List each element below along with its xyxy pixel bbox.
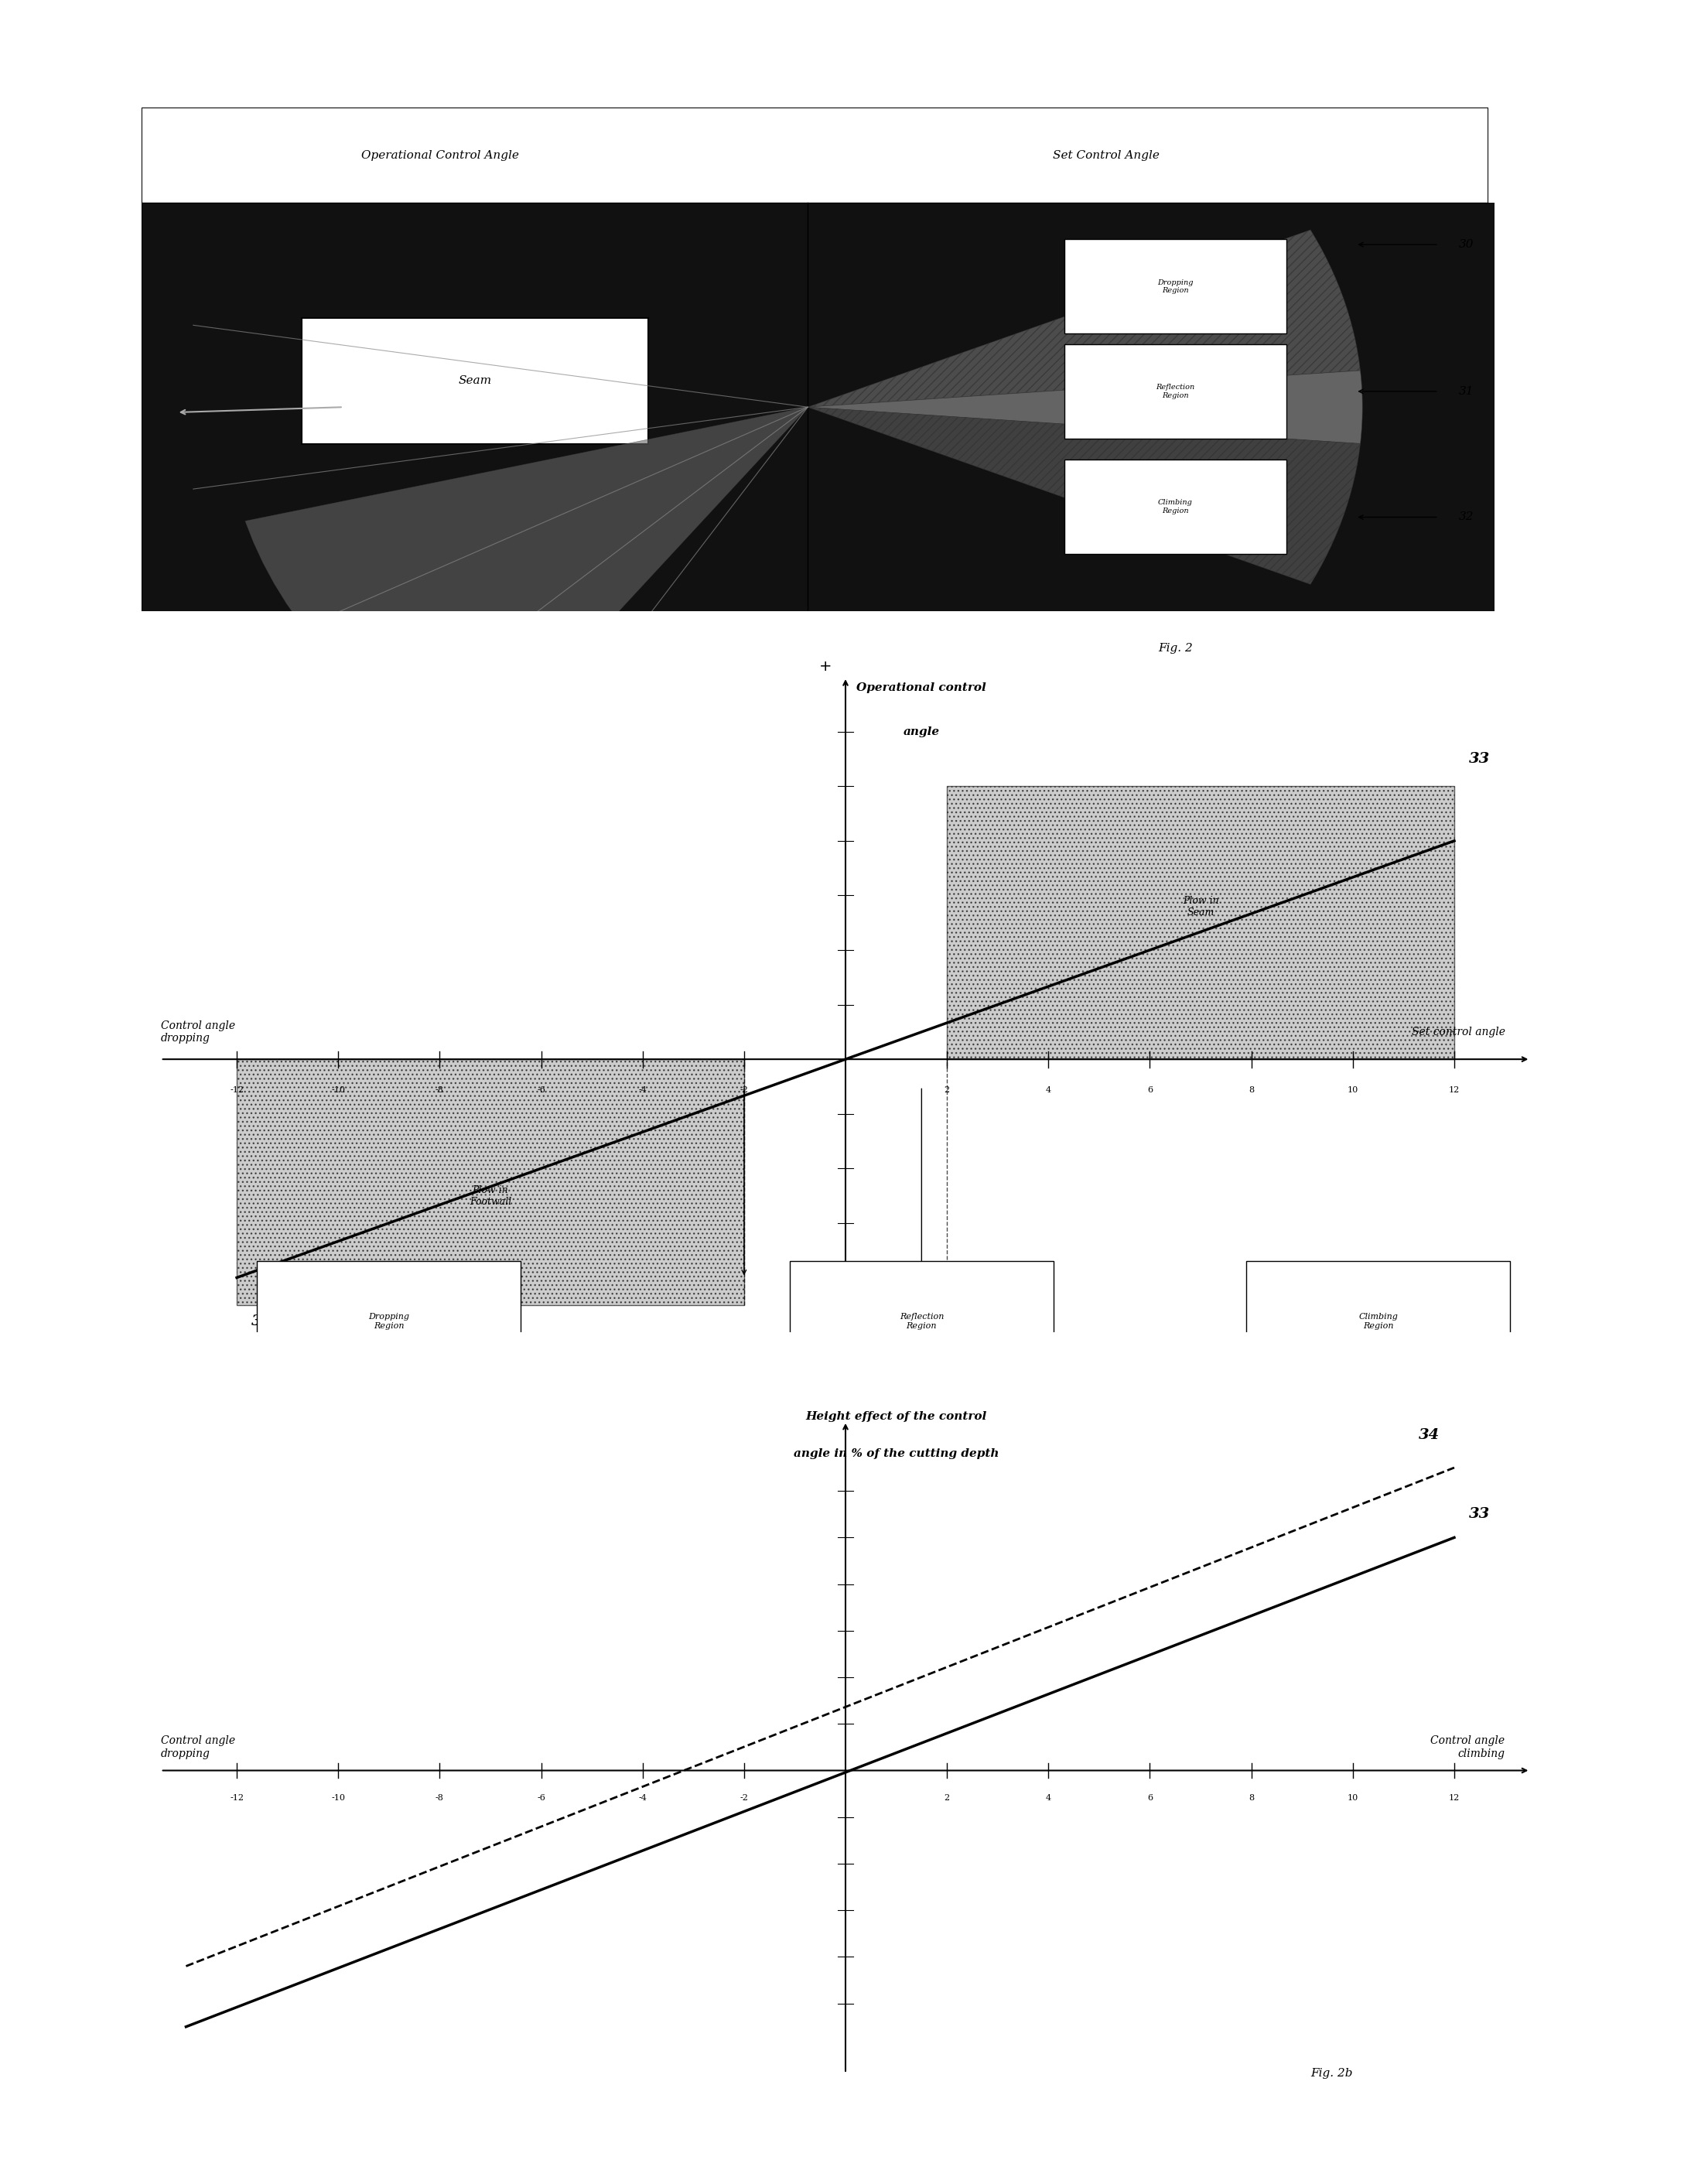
Polygon shape: [808, 229, 1360, 406]
Text: -12: -12: [230, 1088, 244, 1094]
Text: 2: 2: [944, 1088, 950, 1094]
Text: 34: 34: [1419, 1428, 1439, 1441]
Text: -2: -2: [741, 1793, 747, 1802]
Text: Set control angle: Set control angle: [1412, 1026, 1505, 1037]
Text: 12: 12: [1449, 1793, 1459, 1802]
Text: -8: -8: [436, 1088, 443, 1094]
Text: 33: 33: [1469, 751, 1490, 767]
FancyBboxPatch shape: [1246, 1262, 1510, 1372]
Text: 10: 10: [1348, 1793, 1358, 1802]
Text: Fig. 2a: Fig. 2a: [1311, 1317, 1353, 1326]
Text: Control angle
dropping: Control angle dropping: [161, 1020, 235, 1044]
Text: Reflection
Region: Reflection Region: [900, 1313, 944, 1330]
Text: Climbing
Region: Climbing Region: [1358, 1313, 1398, 1330]
Text: 4: 4: [1045, 1088, 1052, 1094]
Text: 32: 32: [1459, 511, 1475, 522]
Text: 33: 33: [1469, 1507, 1490, 1522]
Text: 4: 4: [1045, 1793, 1052, 1802]
Text: 12: 12: [1449, 1088, 1459, 1094]
Bar: [808, 203, 1495, 612]
Text: +: +: [818, 660, 832, 673]
Bar: [142, 203, 808, 612]
Text: 8: 8: [1248, 1793, 1255, 1802]
Text: Set Control Angle: Set Control Angle: [1052, 151, 1160, 162]
Text: Height effect of the control: Height effect of the control: [805, 1411, 988, 1422]
Text: -6: -6: [538, 1793, 545, 1802]
Text: Control angle
dropping: Control angle dropping: [161, 1736, 235, 1758]
Text: Control angle
climbing: Control angle climbing: [1431, 1736, 1505, 1758]
Text: -10: -10: [331, 1088, 345, 1094]
Text: Plow in
Seam: Plow in Seam: [1182, 895, 1219, 917]
Text: Seam: Seam: [458, 376, 492, 387]
Text: 30: 30: [1459, 240, 1475, 249]
Text: 31: 31: [1459, 387, 1475, 397]
Bar: [142, 109, 1488, 203]
Text: -10: -10: [331, 1793, 345, 1802]
Text: Reflection
Region: Reflection Region: [1157, 384, 1194, 400]
Polygon shape: [245, 406, 808, 769]
Bar: [1064, 345, 1287, 439]
Polygon shape: [808, 371, 1363, 443]
Text: Operational Control Angle: Operational Control Angle: [362, 151, 519, 162]
Text: 2: 2: [944, 1793, 950, 1802]
Text: -4: -4: [639, 1793, 646, 1802]
Text: 10: 10: [1348, 1088, 1358, 1094]
Text: -12: -12: [230, 1793, 244, 1802]
Bar: [237, 1059, 744, 1306]
Text: -6: -6: [538, 1088, 545, 1094]
Text: -8: -8: [436, 1793, 443, 1802]
Text: Dropping
Region: Dropping Region: [1157, 280, 1194, 295]
Text: angle: angle: [903, 727, 940, 736]
Polygon shape: [808, 406, 1360, 585]
Text: Fig. 2: Fig. 2: [1158, 642, 1192, 653]
Text: Fig. 2b: Fig. 2b: [1311, 2068, 1353, 2079]
Bar: [947, 786, 1454, 1059]
Text: -2: -2: [741, 1088, 747, 1094]
FancyBboxPatch shape: [257, 1262, 521, 1372]
Text: 33: 33: [252, 1315, 272, 1328]
Text: 6: 6: [1146, 1088, 1153, 1094]
Bar: [1064, 459, 1287, 555]
Bar: [1064, 240, 1287, 334]
Text: -4: -4: [639, 1088, 646, 1094]
Text: Climbing
Region: Climbing Region: [1158, 500, 1192, 513]
Text: angle in % of the cutting depth: angle in % of the cutting depth: [793, 1448, 999, 1459]
Text: Dropping
Region: Dropping Region: [369, 1313, 409, 1330]
Text: Operational control: Operational control: [857, 684, 986, 692]
FancyBboxPatch shape: [790, 1262, 1053, 1372]
Text: 6: 6: [1146, 1793, 1153, 1802]
Text: 8: 8: [1248, 1088, 1255, 1094]
Bar: [301, 319, 648, 443]
Text: Plow in
Footwall: Plow in Footwall: [470, 1186, 511, 1206]
